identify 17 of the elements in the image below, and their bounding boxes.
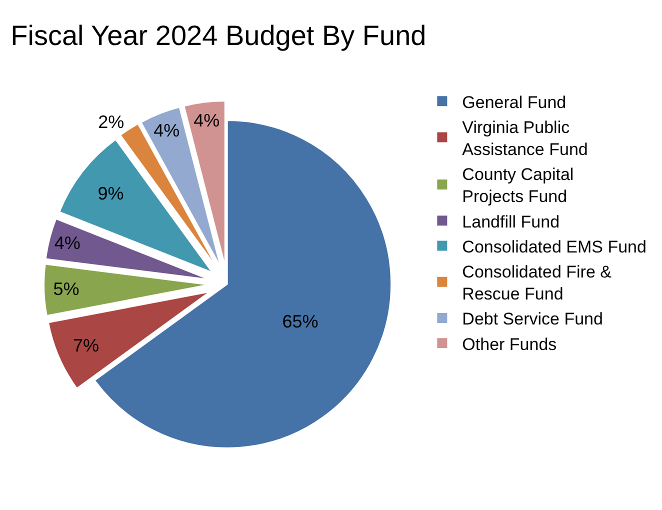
data-label: 4% xyxy=(154,120,180,141)
data-label: 4% xyxy=(54,233,80,254)
data-label: 4% xyxy=(194,110,220,130)
data-label: 7% xyxy=(72,335,99,356)
legend-label: Consolidated EMS Fund xyxy=(462,237,646,256)
legend-label: Other Funds xyxy=(462,334,557,354)
legend-label: Consolidated Fire & Rescue Fund xyxy=(462,262,612,304)
data-label: 5% xyxy=(53,279,80,300)
data-label: 9% xyxy=(98,184,124,204)
data-label: 65% xyxy=(282,311,318,332)
legend-label: County Capital Projects Fund xyxy=(462,165,574,206)
data-label: 2% xyxy=(98,112,124,132)
legend-label: Debt Service Fund xyxy=(462,310,603,329)
legend-label: Landfill Fund xyxy=(462,212,560,232)
chart-title: Fiscal Year 2024 Budget By Fund xyxy=(10,20,426,52)
legend-label: Virginia Public Assistance Fund xyxy=(462,118,588,159)
legend-label: General Fund xyxy=(462,92,566,112)
